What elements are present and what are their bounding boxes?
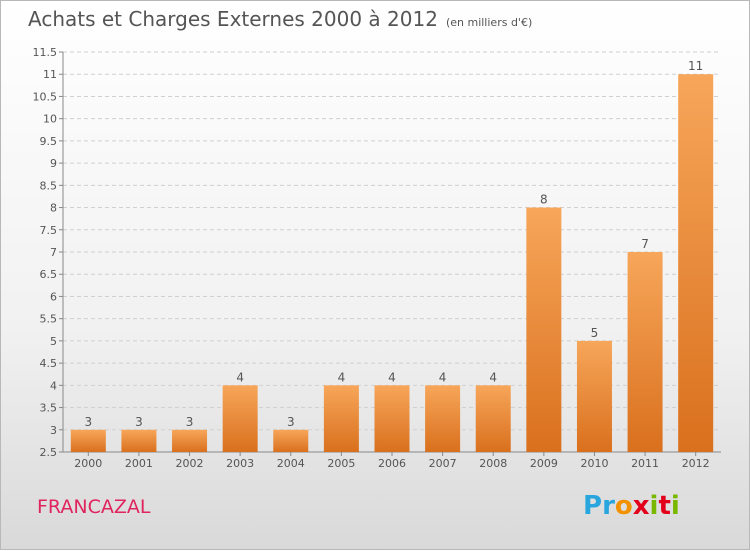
bar [70,429,106,452]
logo-letter: i [670,491,680,521]
bar [222,385,258,452]
y-tick-label: 6.5 [40,268,58,281]
y-tick-label: 3.5 [40,402,58,415]
data-label: 5 [591,326,599,340]
data-label: 8 [540,193,548,207]
bar [374,385,410,452]
data-label: 3 [135,415,143,429]
x-tick-label: 2008 [479,457,507,470]
y-tick-label: 3 [50,424,57,437]
x-tick-label: 2006 [378,457,406,470]
y-tick-label: 10.5 [33,90,58,103]
y-tick-label: 11 [43,68,57,81]
y-tick-label: 5 [50,335,57,348]
logo-letter: o [614,491,633,521]
x-tick-label: 2004 [277,457,305,470]
data-label: 3 [186,415,194,429]
x-tick-label: 2001 [125,457,153,470]
data-label: 4 [338,370,346,384]
y-tick-label: 8 [50,202,57,215]
bar [627,252,663,452]
bar [273,429,309,452]
y-tick-label: 4.5 [40,357,58,370]
y-tick-label: 2.5 [40,446,58,459]
data-label: 4 [236,370,244,384]
chart-title: Achats et Charges Externes 2000 à 2012 (e… [28,7,532,31]
x-tick-label: 2007 [429,457,457,470]
data-label: 4 [439,370,447,384]
y-tick-label: 7.5 [40,224,58,237]
logo-letter: i [649,491,659,521]
bar [475,385,511,452]
bar [172,429,208,452]
commune-name: FRANCAZAL [37,496,151,518]
y-tick-label: 6 [50,290,57,303]
y-tick-label: 9.5 [40,135,58,148]
logo-letter: t [658,491,671,521]
bar [425,385,461,452]
data-label: 11 [688,59,703,73]
proxiti-logo: Proxiti [583,491,680,521]
x-tick-label: 2003 [226,457,254,470]
unit-label: (en milliers d'€) [445,16,533,29]
x-tick-label: 2010 [580,457,608,470]
bar [121,429,157,452]
logo-letter: P [583,491,603,521]
x-tick-label: 2011 [631,457,659,470]
data-label: 7 [641,237,649,251]
y-tick-label: 11.5 [33,46,58,59]
y-tick-label: 7 [50,246,57,259]
data-label: 4 [489,370,497,384]
data-label: 3 [287,415,295,429]
y-tick-label: 8.5 [40,179,58,192]
x-tick-label: 2002 [176,457,204,470]
x-tick-label: 2012 [682,457,710,470]
y-tick-label: 5.5 [40,313,58,326]
x-tick-label: 2005 [327,457,355,470]
y-tick-label: 4 [50,379,57,392]
bar [678,74,714,452]
data-label: 3 [84,415,92,429]
x-tick-label: 2000 [74,457,102,470]
bar [576,340,612,452]
logo-letter: r [602,491,615,521]
y-tick-label: 9 [50,157,57,170]
x-tick-label: 2009 [530,457,558,470]
bar [323,385,359,452]
bar [526,207,562,452]
y-tick-label: 10 [43,113,57,126]
title-text: Achats et Charges Externes 2000 à 2012 [28,7,438,31]
logo-letter: x [632,491,650,521]
data-label: 4 [388,370,396,384]
